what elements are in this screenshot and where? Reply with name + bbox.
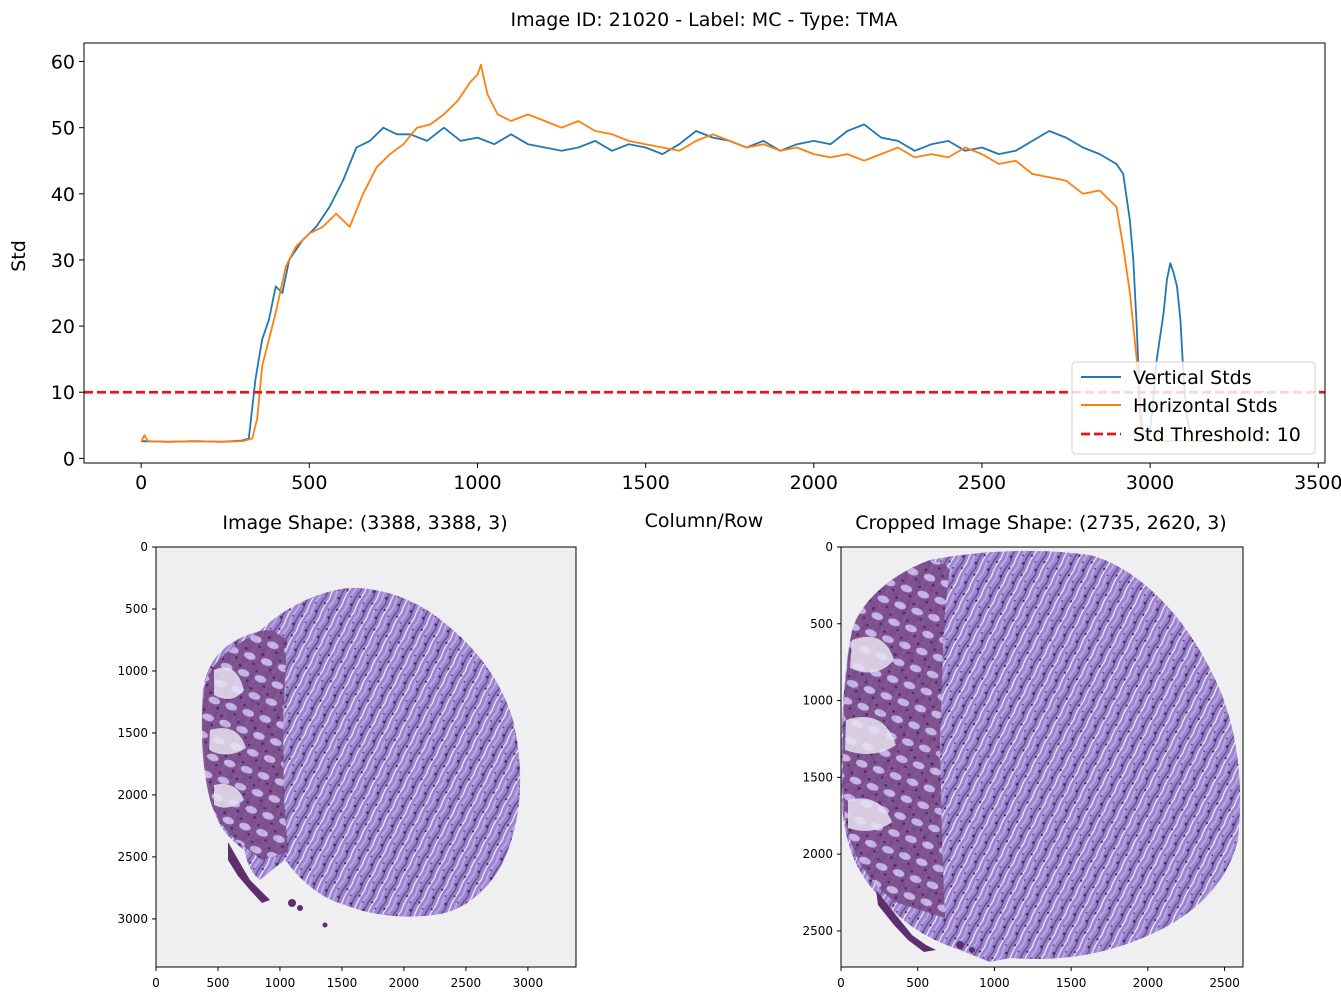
legend: Vertical Stds Horizontal Stds Std Thresh… <box>1071 361 1316 455</box>
plot-frame <box>83 42 1326 464</box>
image-x-tick-label: 0 <box>837 976 845 990</box>
x-tick-group: 0 500 1000 1500 2000 2500 3000 3500 <box>135 463 1341 494</box>
image-x-tick-label: 2000 <box>1133 976 1164 990</box>
y-tick-group: 0 10 20 30 40 50 60 <box>51 52 84 470</box>
image-y-tick-label: 1000 <box>117 664 148 678</box>
image-x-tick-label: 2000 <box>389 976 420 990</box>
std-line-chart: 0 500 1000 1500 2000 2500 3000 3500 0 10 20 30 40 50… <box>8 42 1341 532</box>
original-image-title: Image Shape: (3388, 3388, 3) <box>222 512 507 534</box>
y-tick-label: 0 <box>63 448 75 470</box>
x-tick-label: 0 <box>135 472 147 494</box>
figure-title: Image ID: 21020 - Label: MC - Type: TMA <box>511 9 898 31</box>
image-y-tick-label: 0 <box>140 540 148 554</box>
image-y-tick-label: 1000 <box>802 694 833 708</box>
original-image-ticks: 0 500 1000 1500 2000 2500 3000 0 500 1000 1500 2000… <box>117 540 543 990</box>
y-tick-label: 60 <box>51 52 75 74</box>
original-image-frame <box>155 546 577 968</box>
legend-label-threshold: Std Threshold: 10 <box>1133 424 1301 446</box>
image-y-tick-label: 2500 <box>802 924 833 938</box>
image-y-tick-label: 2000 <box>117 788 148 802</box>
image-x-tick-label: 1000 <box>979 976 1010 990</box>
legend-label-vertical: Vertical Stds <box>1133 367 1252 389</box>
y-axis-label: Std <box>8 240 30 272</box>
image-y-tick-label: 2500 <box>117 850 148 864</box>
image-y-tick-label: 2000 <box>802 847 833 861</box>
image-x-tick-label: 3000 <box>513 976 544 990</box>
x-tick-label: 3500 <box>1294 472 1341 494</box>
image-x-tick-label: 2500 <box>1209 976 1240 990</box>
tissue-core-cropped <box>841 550 1241 962</box>
image-x-tick-label: 0 <box>152 976 160 990</box>
y-tick-label: 50 <box>51 118 75 140</box>
x-tick-label: 2000 <box>790 472 838 494</box>
y-tick-label: 20 <box>51 316 75 338</box>
x-tick-label: 2500 <box>958 472 1006 494</box>
image-x-tick-label: 1500 <box>327 976 358 990</box>
x-tick-label: 500 <box>291 472 327 494</box>
image-x-tick-label: 1500 <box>1056 976 1087 990</box>
image-y-tick-label: 500 <box>125 602 148 616</box>
image-y-tick-label: 3000 <box>117 912 148 926</box>
vertical-stds-line <box>141 123 1192 443</box>
x-tick-label: 1500 <box>621 472 669 494</box>
x-tick-label: 1000 <box>453 472 501 494</box>
image-y-tick-label: 1500 <box>117 726 148 740</box>
x-axis-label: Column/Row <box>645 510 764 532</box>
y-tick-label: 40 <box>51 184 75 206</box>
image-x-tick-label: 2500 <box>451 976 482 990</box>
legend-box <box>1071 361 1316 455</box>
cropped-image-panel: Cropped Image Shape: (2735, 2620, 3) 0 50… <box>802 512 1244 990</box>
legend-label-horizontal: Horizontal Stds <box>1133 395 1278 417</box>
image-x-tick-label: 1000 <box>265 976 296 990</box>
image-y-tick-label: 0 <box>825 540 833 554</box>
y-tick-label: 30 <box>51 250 75 272</box>
cropped-image-ticks: 0 500 1000 1500 2000 2500 0 500 1000 1500 2000 2500 <box>802 540 1239 990</box>
cropped-image-title: Cropped Image Shape: (2735, 2620, 3) <box>855 512 1226 534</box>
horizontal-stds-line <box>140 63 1262 443</box>
cropped-image-frame <box>840 546 1244 968</box>
image-y-tick-label: 500 <box>810 617 833 631</box>
image-x-tick-label: 500 <box>906 976 929 990</box>
tissue-core-original <box>201 587 521 928</box>
y-tick-label: 10 <box>51 382 75 404</box>
image-y-tick-label: 1500 <box>802 770 833 784</box>
original-image-panel: Image Shape: (3388, 3388, 3) 0 500 1000 150… <box>117 512 577 990</box>
x-tick-label: 3000 <box>1126 472 1174 494</box>
image-x-tick-label: 500 <box>207 976 230 990</box>
